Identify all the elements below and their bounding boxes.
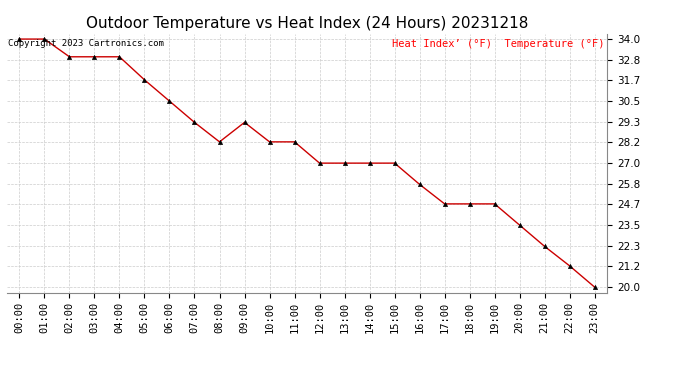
Text: Heat Index’ (°F)  Temperature (°F): Heat Index’ (°F) Temperature (°F): [392, 39, 604, 49]
Title: Outdoor Temperature vs Heat Index (24 Hours) 20231218: Outdoor Temperature vs Heat Index (24 Ho…: [86, 16, 529, 31]
Text: Copyright 2023 Cartronics.com: Copyright 2023 Cartronics.com: [8, 39, 164, 48]
